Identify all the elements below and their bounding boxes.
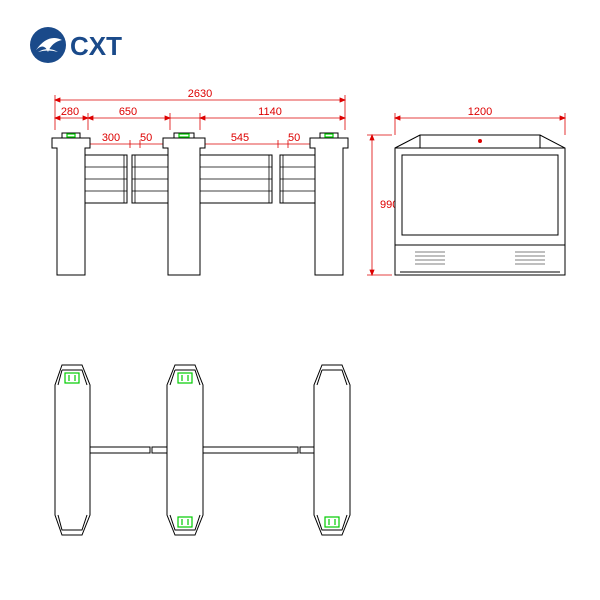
- logo: CXT: [30, 27, 122, 63]
- front-wing-3: [200, 155, 272, 203]
- dim-lane1: 650: [119, 106, 137, 118]
- dim-cabinet-depth: 280: [61, 106, 79, 118]
- dim-lane2: 1140: [258, 106, 282, 118]
- front-cabinet-middle: [163, 133, 205, 275]
- top-cabinet-right: [314, 365, 350, 535]
- front-wing-2: [132, 155, 168, 203]
- dim-gap1: 50: [140, 132, 152, 144]
- top-wing-1: [90, 447, 150, 453]
- top-cabinet-middle: [167, 365, 203, 535]
- logo-text: CXT: [70, 31, 122, 61]
- top-wing-4-gap: [300, 447, 314, 453]
- top-cabinet-left: [55, 365, 90, 535]
- front-view: 2630 280 650 1140 300 50 545 50: [52, 88, 348, 275]
- dim-wing2: 545: [231, 132, 249, 144]
- top-view: [55, 365, 350, 535]
- front-wing-1: [85, 155, 127, 203]
- side-view: 1200 990: [367, 106, 565, 275]
- dim-wing1: 300: [102, 132, 120, 144]
- front-wing-4: [280, 155, 315, 203]
- top-wing-3: [203, 447, 298, 453]
- front-cabinet-left: [52, 133, 90, 275]
- front-cabinet-right: [310, 133, 348, 275]
- dim-gap2: 50: [288, 132, 300, 144]
- top-wing-2-gap: [152, 447, 167, 453]
- dim-side-width: 1200: [468, 106, 492, 118]
- side-cabinet-body: [395, 135, 565, 275]
- dim-total-width: 2630: [188, 88, 212, 100]
